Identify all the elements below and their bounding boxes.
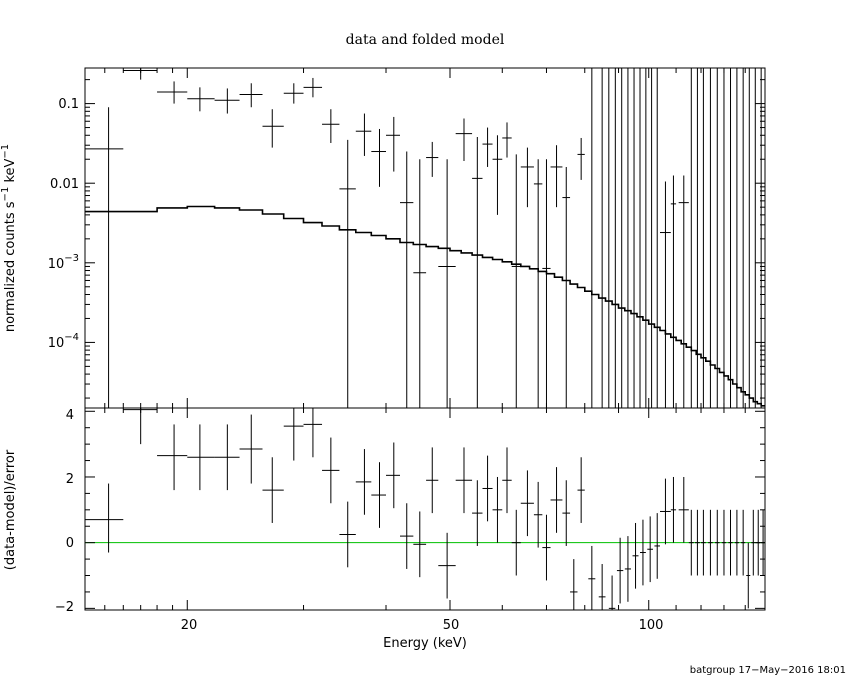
top-y-tick-labels: 0.1 0.01 10−3 10−4 [48,97,79,351]
bottom-panel-frame [84,407,766,611]
top-panel-frame [84,67,766,409]
ytick-label-0: 0 [66,536,74,551]
ytick-label-minus2: −2 [55,600,74,615]
bottom-axis-ticks [85,408,766,610]
top-data-layer [85,68,762,408]
xtick-label-20: 20 [181,618,198,633]
ytick-label-2: 2 [66,472,74,487]
ytick-label-4: 4 [66,408,74,423]
bottom-panel: 4 2 0 −2 (data-model)/error 20 50 100 En… [3,407,766,651]
top-y-axis-label: normalized counts s−1 keV−1 [0,144,18,332]
chart-title: data and folded model [346,32,505,48]
x-tick-labels: 20 50 100 [181,618,664,633]
ytick-label-0.01: 0.01 [50,177,79,192]
x-axis-label: Energy (keV) [383,636,467,651]
ytick-label-1e-4: 10−4 [48,332,79,351]
bottom-y-tick-labels: 4 2 0 −2 [55,408,74,615]
footer-stamp: batgroup 17−May−2016 18:01 [690,665,846,676]
folded-model-step-line [85,205,765,407]
bottom-y-axis-label: (data-model)/error [3,449,18,570]
top-axis-ticks [85,68,766,408]
xtick-label-50: 50 [443,618,460,633]
ytick-label-1e-3: 10−3 [48,253,79,272]
ytick-label-0.1: 0.1 [58,97,79,112]
xtick-label-100: 100 [639,618,664,633]
residual-layer [85,408,765,610]
top-panel: 0.1 0.01 10−3 10−4 normalized counts s−1… [0,67,766,409]
